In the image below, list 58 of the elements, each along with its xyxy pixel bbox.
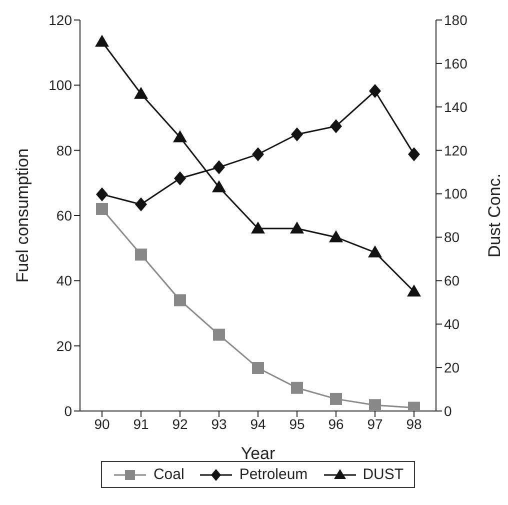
y-axis-title: Fuel consumption (13, 148, 32, 283)
y2-tick-label: 0 (444, 402, 452, 419)
x-tick-label: 95 (289, 416, 305, 432)
point (368, 245, 382, 258)
legend-label: DUST (362, 466, 404, 483)
x-tick-label: 91 (133, 416, 149, 432)
x-tick-label: 92 (172, 416, 188, 432)
y2-tick-label: 40 (444, 316, 460, 332)
x-tick-label: 96 (328, 416, 344, 432)
y2-axis-title: Dust Conc. (485, 173, 504, 258)
point (174, 294, 186, 306)
point (290, 222, 304, 234)
point (96, 187, 108, 202)
y2-tick-label: 80 (444, 229, 460, 246)
point (135, 197, 147, 212)
point (134, 86, 148, 99)
point (213, 328, 225, 341)
point (135, 248, 147, 261)
point (252, 147, 264, 162)
point (251, 222, 265, 234)
point (252, 362, 264, 374)
x-axis-title: Year (240, 444, 276, 463)
y-tick-label: 20 (56, 338, 72, 354)
point (291, 382, 303, 394)
x-tick-label: 94 (250, 416, 266, 432)
legend-label: Petroleum (239, 466, 308, 483)
y2-tick-label: 160 (444, 55, 468, 72)
y2-tick-label: 20 (444, 360, 460, 376)
y-tick-label: 40 (56, 272, 72, 289)
y2-tick-label: 180 (444, 12, 468, 28)
y2-tick-label: 100 (444, 186, 468, 202)
point (174, 171, 186, 186)
point (96, 202, 108, 215)
point (291, 127, 303, 142)
y2-tick-label: 120 (444, 142, 468, 158)
y-tick-label: 0 (64, 402, 72, 419)
x-tick-label: 90 (94, 416, 110, 432)
legend-label: Coal (153, 466, 184, 483)
point (330, 119, 342, 134)
point (329, 230, 343, 242)
point (407, 284, 421, 297)
point (213, 160, 225, 174)
point (212, 180, 226, 192)
x-tick-label: 93 (211, 416, 227, 432)
point (369, 399, 381, 411)
y-tick-label: 120 (48, 12, 72, 28)
point (95, 34, 109, 47)
y-tick-label: 80 (56, 142, 72, 158)
y-tick-label: 60 (56, 207, 72, 224)
point (369, 84, 381, 98)
point (173, 130, 187, 142)
y2-tick-label: 60 (444, 272, 460, 289)
x-tick-label: 98 (406, 416, 422, 432)
x-tick-label: 97 (367, 416, 383, 432)
y2-tick-label: 140 (444, 98, 468, 115)
y-tick-label: 100 (48, 77, 72, 94)
point (408, 147, 420, 162)
point (330, 392, 342, 405)
